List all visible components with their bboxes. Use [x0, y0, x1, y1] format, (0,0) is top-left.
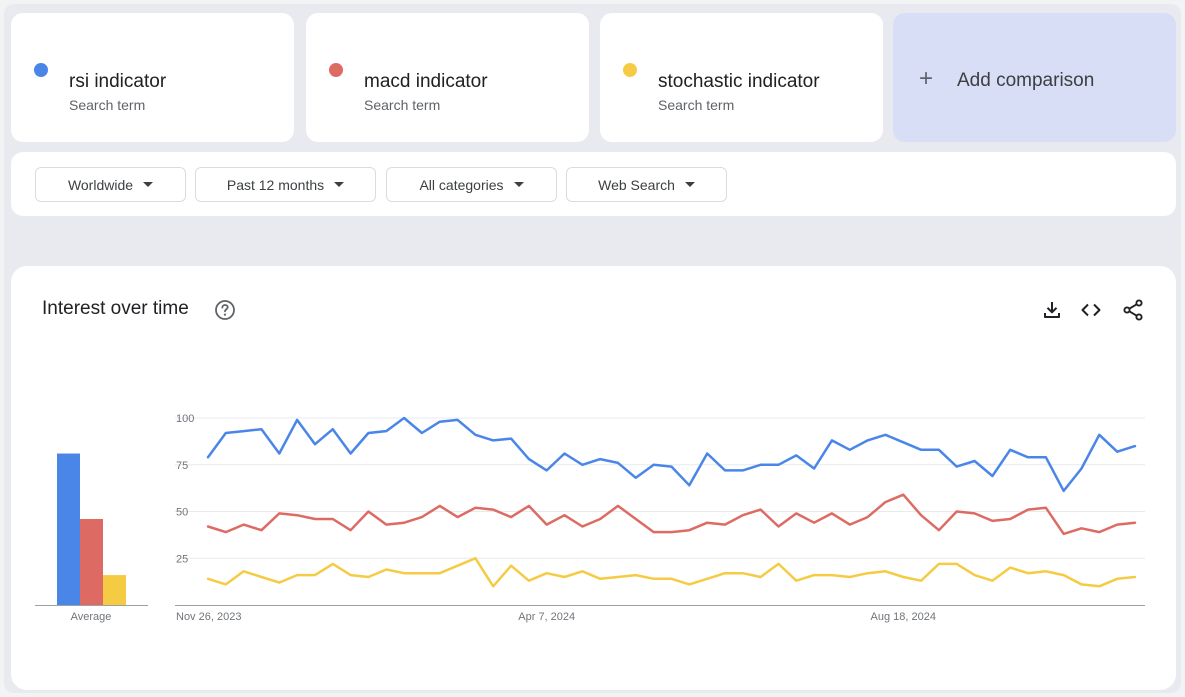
term-name: macd indicator	[364, 71, 488, 92]
caret-down-icon	[684, 182, 695, 187]
term-card-macd[interactable]: macd indicator Search term	[306, 13, 589, 142]
add-comparison-button[interactable]: + Add comparison	[893, 13, 1176, 142]
term-color-dot	[34, 63, 48, 77]
add-comparison-label: Add comparison	[957, 70, 1095, 91]
term-card-stochastic[interactable]: stochastic indicator Search term	[600, 13, 883, 142]
term-subtitle: Search term	[658, 97, 735, 113]
term-subtitle: Search term	[69, 97, 146, 113]
help-icon[interactable]	[214, 299, 236, 321]
embed-icon[interactable]	[1079, 298, 1103, 322]
caret-down-icon	[143, 182, 154, 187]
term-color-dot	[329, 63, 343, 77]
filter-region[interactable]: Worldwide	[35, 167, 186, 202]
term-name: stochastic indicator	[658, 71, 820, 92]
filter-category[interactable]: All categories	[386, 167, 557, 202]
caret-down-icon	[334, 182, 345, 187]
filter-search-type[interactable]: Web Search	[566, 167, 727, 202]
interest-over-time-card: Interest over time	[11, 266, 1176, 690]
term-name: rsi indicator	[69, 71, 167, 92]
filter-label: Past 12 months	[226, 176, 325, 193]
download-icon[interactable]	[1040, 298, 1064, 322]
term-color-dot	[623, 63, 637, 77]
share-icon[interactable]	[1121, 298, 1145, 322]
filter-label: Worldwide	[67, 176, 134, 193]
caret-down-icon	[513, 182, 524, 187]
filter-bar: Worldwide Past 12 months All categories …	[11, 152, 1176, 216]
chart-title: Interest over time	[42, 298, 189, 319]
plus-icon: +	[919, 65, 934, 92]
term-card-rsi[interactable]: rsi indicator Search term	[11, 13, 294, 142]
filter-time-range[interactable]: Past 12 months	[195, 167, 376, 202]
filter-label: All categories	[419, 176, 504, 193]
filter-label: Web Search	[598, 176, 675, 193]
term-subtitle: Search term	[364, 97, 441, 113]
